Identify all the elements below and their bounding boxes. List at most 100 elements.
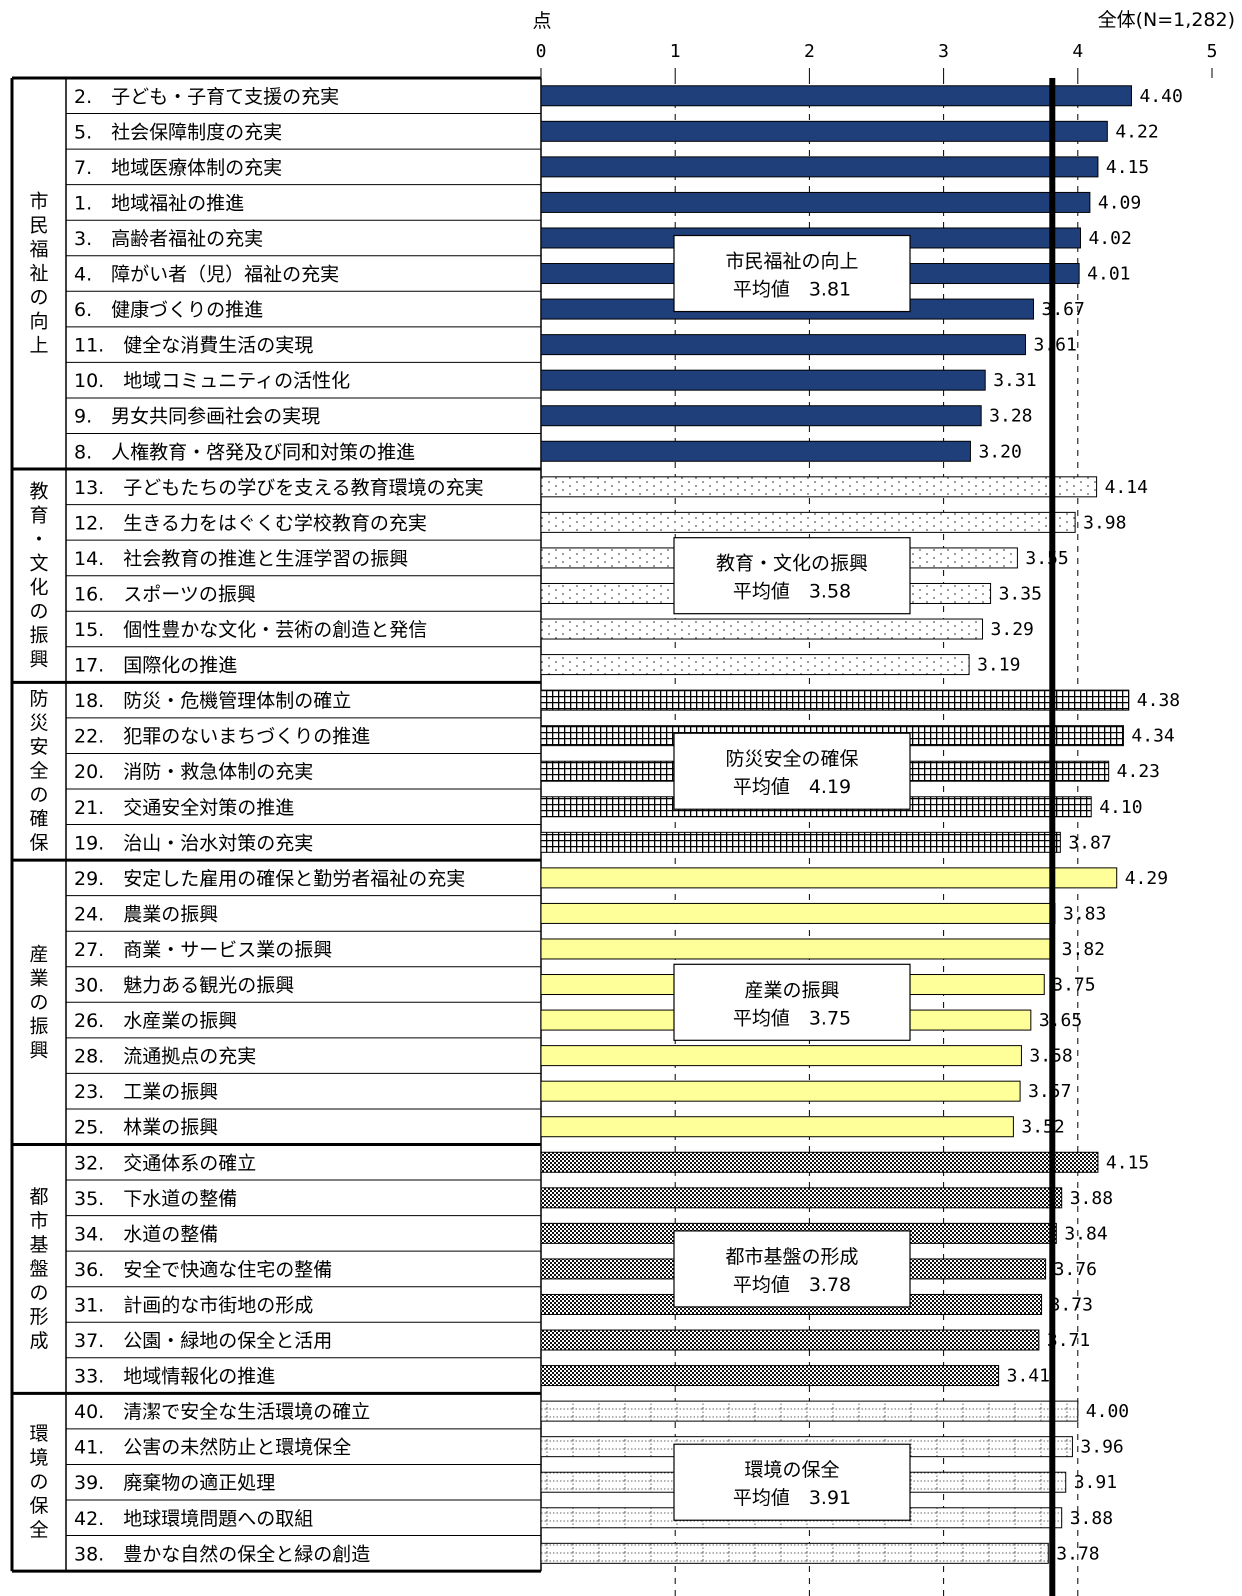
category-label: 9. 男女共同参画社会の実現 (74, 406, 320, 428)
average-box-value: 平均値 3.91 (733, 1487, 851, 1509)
category-label: 4. 障がい者（児）福祉の充実 (74, 264, 339, 286)
data-label: 3.41 (1007, 1366, 1050, 1387)
bar (540, 938, 1055, 960)
group-name: 市民福祉の向上 (29, 191, 48, 357)
data-label: 4.29 (1125, 868, 1168, 889)
data-label: 3.52 (1021, 1117, 1064, 1138)
data-label: 3.19 (977, 655, 1020, 676)
category-label: 8. 人権教育・啓発及び同和対策の推進 (74, 441, 415, 463)
data-label: 3.84 (1064, 1223, 1107, 1244)
category-label: 10. 地域コミュニティの活性化 (74, 370, 350, 392)
average-box (673, 537, 911, 615)
data-label: 4.10 (1099, 797, 1142, 818)
data-label: 3.67 (1042, 299, 1085, 320)
category-label: 35. 下水道の整備 (74, 1188, 237, 1210)
data-label: 3.65 (1039, 1010, 1082, 1031)
category-label: 29. 安定した雇用の確保と勤労者福祉の充実 (74, 868, 465, 890)
category-label: 18. 防災・危機管理体制の確立 (74, 690, 351, 712)
category-label: 22. 犯罪のないまちづくりの推進 (74, 726, 370, 748)
category-label: 11. 健全な消費生活の実現 (74, 335, 313, 357)
data-label: 4.23 (1117, 761, 1160, 782)
category-label: 37. 公園・緑地の保全と活用 (74, 1330, 332, 1352)
data-label: 3.28 (989, 406, 1032, 427)
bar (540, 1116, 1014, 1138)
category-label: 13. 子どもたちの学びを支える教育環境の充実 (74, 477, 484, 499)
x-tick-label: 4 (1072, 41, 1083, 62)
bar (540, 867, 1118, 889)
category-label: 33. 地域情報化の推進 (74, 1366, 275, 1388)
group-name: 産業の振興 (29, 943, 48, 1061)
category-label: 15. 個性豊かな文化・芸術の創造と発信 (74, 619, 427, 641)
category-label: 28. 流通拠点の充実 (74, 1046, 256, 1068)
data-label: 4.22 (1115, 121, 1158, 142)
data-label: 3.75 (1052, 975, 1095, 996)
group-name: 防災安全の確保 (29, 688, 48, 854)
data-label: 3.98 (1083, 512, 1126, 533)
bar (540, 1187, 1063, 1209)
average-box (673, 963, 911, 1041)
bar (540, 902, 1056, 924)
data-label: 3.29 (991, 619, 1034, 640)
average-box-title: 教育・文化の振興 (716, 553, 868, 575)
bar (540, 1400, 1079, 1422)
category-label: 36. 安全で快適な住宅の整備 (74, 1259, 332, 1281)
bar (540, 405, 982, 427)
bar (540, 156, 1099, 178)
data-label: 4.02 (1088, 228, 1131, 249)
category-label: 14. 社会教育の推進と生涯学習の振興 (74, 548, 408, 570)
x-tick-label: 2 (804, 41, 815, 62)
category-label: 24. 農業の振興 (74, 903, 218, 925)
data-label: 4.01 (1087, 264, 1130, 285)
bar (540, 440, 971, 462)
category-label: 40. 清潔で安全な生活環境の確立 (74, 1401, 370, 1423)
data-label: 4.14 (1105, 477, 1148, 498)
x-tick-label: 1 (670, 41, 681, 62)
data-label: 3.87 (1068, 832, 1111, 853)
bar (540, 1151, 1099, 1173)
category-label: 32. 交通体系の確立 (74, 1152, 256, 1174)
data-label: 3.78 (1056, 1543, 1099, 1564)
data-label: 3.20 (978, 441, 1021, 462)
category-label: 42. 地球環境問題への取組 (74, 1508, 313, 1530)
bar (540, 85, 1132, 107)
category-label: 23. 工業の振興 (74, 1081, 218, 1103)
average-box (673, 1230, 911, 1308)
category-label: 16. スポーツの振興 (74, 583, 256, 605)
average-box-title: 防災安全の確保 (725, 748, 858, 770)
data-label: 3.73 (1050, 1294, 1093, 1315)
x-axis: 0 1 2 3 4 5 (536, 41, 1217, 78)
category-label: 34. 水道の整備 (74, 1223, 218, 1245)
category-label: 6. 健康づくりの推進 (74, 299, 263, 321)
bar (540, 618, 984, 640)
category-label: 12. 生きる力をはぐくむ学校教育の充実 (74, 512, 427, 534)
data-label: 4.34 (1131, 726, 1174, 747)
overall-label: 全体(N=1,282) (1098, 9, 1235, 31)
x-tick-label: 3 (938, 41, 949, 62)
bar (540, 689, 1130, 711)
data-label: 3.71 (1047, 1330, 1090, 1351)
data-label: 3.82 (1062, 939, 1105, 960)
data-label: 4.00 (1086, 1401, 1129, 1422)
data-label: 3.31 (993, 370, 1036, 391)
bar (540, 476, 1098, 498)
bar (540, 1329, 1040, 1351)
average-box-value: 平均値 3.81 (733, 279, 851, 301)
bar (540, 1080, 1021, 1102)
category-label: 3. 高齢者福祉の充実 (74, 228, 263, 250)
category-label: 31. 計画的な市街地の形成 (74, 1294, 313, 1316)
category-label: 41. 公害の未然防止と環境保全 (74, 1437, 351, 1459)
unit-label: 点 (532, 10, 551, 32)
data-label: 3.91 (1074, 1472, 1117, 1493)
group-name: 環境の保全 (29, 1423, 48, 1541)
bar (540, 334, 1026, 356)
data-label: 4.15 (1106, 1152, 1149, 1173)
category-label: 5. 社会保障制度の充実 (74, 121, 282, 143)
category-label: 19. 治山・治水対策の充実 (74, 832, 313, 854)
data-label: 4.09 (1098, 192, 1141, 213)
group-name: 都市基盤の形成 (29, 1186, 48, 1352)
category-label: 7. 地域医療体制の充実 (74, 157, 282, 179)
bar (540, 831, 1061, 853)
average-box (673, 234, 911, 313)
